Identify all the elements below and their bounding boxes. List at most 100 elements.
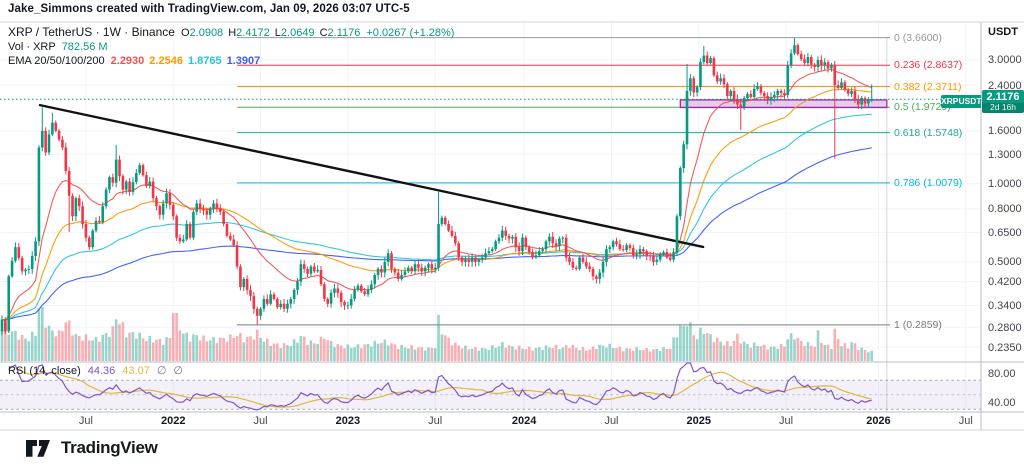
candle-body bbox=[114, 159, 118, 183]
volume-bar bbox=[27, 341, 31, 361]
candle-body bbox=[289, 298, 293, 304]
symbol-legend-row[interactable]: XRP / TetherUS · 1W · Binance O 2.0908 H 2.… bbox=[8, 25, 454, 40]
rsi-legend-row[interactable]: RSI (14, close) 44.36 43.07 ∅ ∅ bbox=[8, 364, 183, 377]
candle-body bbox=[793, 45, 796, 54]
candle-body bbox=[668, 257, 672, 260]
volume-bar bbox=[407, 348, 410, 361]
volume-bar bbox=[460, 348, 464, 361]
candle-body bbox=[312, 266, 316, 272]
volume-bar bbox=[10, 331, 14, 361]
price-tick-label: 0.3400 bbox=[988, 299, 1022, 312]
candle-body bbox=[595, 276, 598, 279]
ohlc-values: O 2.0908 H 2.4172 L 2.0649 C 2.1176 bbox=[181, 26, 360, 40]
volume-bar bbox=[571, 344, 575, 361]
candle-body bbox=[867, 100, 870, 104]
volume-bar bbox=[265, 338, 269, 361]
candle-body bbox=[84, 223, 88, 238]
volume-bar bbox=[108, 336, 111, 361]
volume-bar bbox=[40, 306, 44, 361]
candle-body bbox=[356, 285, 360, 290]
candle-body bbox=[27, 268, 31, 270]
volume-bar bbox=[4, 323, 7, 361]
volume-bar bbox=[608, 343, 612, 361]
volume-value: 782.56 M bbox=[61, 41, 108, 53]
rsi-ma-line bbox=[18, 368, 872, 408]
volume-bar bbox=[128, 332, 131, 361]
candle-body bbox=[685, 90, 689, 145]
volume-bar bbox=[138, 332, 141, 361]
candle-body bbox=[762, 92, 766, 96]
descending-trendline[interactable] bbox=[38, 103, 705, 249]
fib-level-label[interactable]: 0.786 (1.0079) bbox=[894, 177, 962, 189]
fib-level-label[interactable]: 0.618 (1.5748) bbox=[894, 127, 962, 139]
volume-bar bbox=[809, 345, 813, 361]
candle-body bbox=[840, 82, 843, 88]
candle-body bbox=[363, 291, 366, 295]
volume-bar bbox=[356, 344, 360, 361]
support-zone-rectangle[interactable] bbox=[679, 99, 888, 109]
volume-bar bbox=[705, 333, 709, 361]
price-tick-label: 1.3000 bbox=[988, 148, 1022, 161]
candle-body bbox=[182, 239, 185, 242]
volume-bar bbox=[846, 348, 850, 361]
volume-bar bbox=[339, 345, 343, 361]
candle-body bbox=[443, 217, 447, 224]
volume-bar bbox=[423, 350, 427, 361]
volume-bar bbox=[410, 345, 413, 361]
candle-body bbox=[578, 257, 581, 269]
candle-body bbox=[809, 57, 813, 65]
candle-body bbox=[205, 210, 209, 215]
price-axis[interactable]: USDT 3.0000 2.4000 1.6000 1.3000 1.0000 0.800… bbox=[981, 22, 1024, 430]
candle-body bbox=[252, 295, 256, 309]
fib-level-label[interactable]: 0 (3.6600) bbox=[894, 32, 942, 44]
volume-bar bbox=[74, 334, 78, 361]
candle-body bbox=[229, 235, 232, 240]
candle-body bbox=[820, 59, 823, 66]
candle-body bbox=[427, 264, 430, 268]
volume-bar bbox=[400, 344, 403, 361]
price-tick-label: 0.8000 bbox=[988, 203, 1022, 216]
candle-body bbox=[789, 53, 793, 66]
time-tick-label: 2024 bbox=[511, 415, 537, 427]
volume-bar bbox=[44, 327, 47, 361]
candle-body bbox=[715, 75, 719, 82]
fib-level-label[interactable]: 1 (0.2859) bbox=[894, 319, 942, 331]
volume-bar bbox=[474, 347, 477, 361]
candle-body bbox=[373, 275, 377, 285]
ema-value: 1.3907 bbox=[226, 55, 261, 67]
volume-bar bbox=[759, 346, 763, 361]
candle-body bbox=[212, 203, 215, 209]
fib-level-label[interactable]: 0.5 (1.9729) bbox=[894, 101, 951, 113]
candle-body bbox=[292, 289, 296, 299]
volume-bar bbox=[269, 345, 272, 361]
fib-level-label[interactable]: 0.382 (2.3711) bbox=[894, 81, 962, 93]
volume-bar bbox=[245, 337, 249, 361]
volume-bar bbox=[786, 339, 790, 361]
time-axis[interactable]: Jul 2022 Jul 2023 Jul 2024 Jul 2025 Jul 2026 Jul bbox=[0, 413, 981, 431]
candle-body bbox=[517, 247, 521, 252]
change-value: +0.0267 (+1.28%) bbox=[366, 27, 455, 39]
fib-level-label[interactable]: 0.236 (2.8637) bbox=[894, 59, 962, 71]
volume-legend-row[interactable]: Vol · XRP 782.56 M bbox=[8, 40, 454, 54]
candle-body bbox=[803, 59, 806, 64]
candle-body bbox=[568, 257, 571, 262]
candle-body bbox=[628, 245, 632, 249]
volume-bar bbox=[427, 347, 430, 361]
volume-bar bbox=[480, 347, 484, 361]
volume-bar bbox=[319, 336, 323, 361]
volume-bar bbox=[71, 335, 74, 361]
volume-bar bbox=[98, 341, 101, 361]
volume-bar bbox=[57, 330, 61, 361]
candle-body bbox=[554, 243, 558, 247]
candle-body bbox=[407, 267, 410, 272]
candle-body bbox=[81, 206, 84, 224]
volume-bar bbox=[591, 346, 595, 361]
candle-body bbox=[0, 319, 4, 332]
volume-bar bbox=[360, 348, 363, 361]
candle-body bbox=[336, 288, 340, 293]
ema-legend-row[interactable]: EMA 20/50/100/200 2.2930 2.2546 1.8765 1.39… bbox=[8, 54, 454, 68]
tradingview-logo[interactable]: TradingView bbox=[26, 438, 158, 458]
candle-body bbox=[695, 87, 699, 93]
price-tick-label: 1.0000 bbox=[988, 178, 1022, 191]
